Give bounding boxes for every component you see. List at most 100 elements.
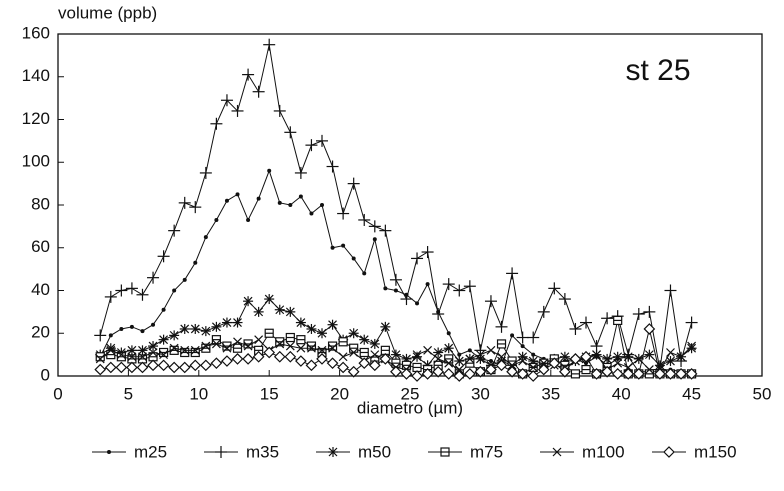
marker-stroke [623,363,633,372]
marker-stroke [444,343,454,353]
marker-stroke [285,341,295,351]
marker-cross [592,350,601,360]
marker-asterisk [475,353,486,364]
marker-diamond [643,323,656,335]
marker-diamond [252,350,265,363]
marker-diamond [273,350,286,363]
x-tick-label: 35 [541,384,560,403]
marker-dot [520,344,525,349]
marker-stroke [475,354,485,364]
marker-cross [370,350,380,360]
marker-plus [432,308,445,321]
marker-asterisk [443,343,454,354]
marker-dot [182,277,187,282]
marker-diamond [400,368,413,380]
marker-stroke [613,352,623,362]
marker-diamond [263,346,276,359]
marker-diamond [411,370,423,382]
marker-asterisk [232,317,243,328]
marker-asterisk [327,319,338,330]
marker-square [349,343,359,353]
marker-diamond [474,365,487,378]
marker-stroke [328,343,337,353]
legend-label: m50 [358,442,391,461]
marker-stroke [528,363,538,372]
marker-diamond [210,357,223,370]
marker-dot [108,333,113,338]
marker-plus [273,104,286,117]
marker-cross [222,343,232,353]
marker-stroke [264,294,274,304]
marker-diamond [221,355,233,367]
marker-stroke [359,335,369,345]
marker-cross [159,350,169,360]
marker-stroke [211,339,221,349]
y-tick-label: 160 [22,23,50,42]
marker-plus [506,267,519,280]
marker-cross [138,352,147,362]
marker-dot [224,198,229,203]
marker-plus [495,320,508,333]
marker-dot [351,256,356,261]
marker-diamond [252,350,265,363]
marker-diamond [368,359,381,372]
marker-stroke [444,358,454,368]
x-tick-label: 15 [260,384,279,403]
marker-dot [193,260,198,265]
marker-dot [161,307,166,312]
series-line [99,169,692,373]
marker-asterisk [612,351,623,362]
marker-cross [254,335,264,345]
marker-asterisk [559,351,570,362]
marker-stroke [285,307,295,317]
x-tick-label: 50 [753,384,772,403]
marker-plus [379,224,392,237]
y-tick-label: 40 [31,280,50,299]
marker-stroke [687,341,697,351]
marker-diamond [231,353,244,365]
y-tick-label: 140 [22,66,50,85]
x-axis-label: diametro (µm) [357,398,463,417]
marker-dot [107,450,111,454]
y-tick-label: 80 [31,194,50,213]
marker-diamond [295,355,307,367]
marker-diamond [663,446,675,458]
marker-stroke [180,345,190,355]
marker-stroke [518,356,528,366]
marker-stroke [307,343,316,353]
marker-diamond [242,353,254,365]
marker-stroke [655,360,665,370]
marker-stroke [552,447,562,457]
marker-plus [294,166,307,179]
marker-stroke [254,307,264,317]
marker-dot [193,260,198,265]
marker-cross [507,360,517,370]
marker-stroke [243,296,253,306]
marker-diamond [537,363,550,376]
marker-dot [235,192,240,197]
marker-plus [104,290,117,303]
marker-diamond [685,368,698,380]
marker-asterisk [285,306,296,317]
marker-plus [136,288,149,301]
marker-diamond [157,359,170,372]
marker-dot [161,307,166,312]
marker-stroke [666,348,675,357]
marker-square [581,364,591,375]
marker-diamond [485,363,497,376]
marker-cross [148,348,158,357]
marker-diamond [347,365,360,378]
marker-diamond [379,353,392,365]
marker-plus [632,308,645,321]
marker-dot [362,271,367,276]
marker-stroke [486,345,496,355]
marker-plus [263,38,276,51]
marker-plus [337,207,350,220]
x-tick-label: 45 [682,384,701,403]
marker-square [264,328,274,338]
marker-stroke [391,350,401,360]
marker-diamond [390,365,402,378]
marker-diamond [516,368,529,380]
marker-square [338,337,348,347]
marker-plus [664,284,677,297]
